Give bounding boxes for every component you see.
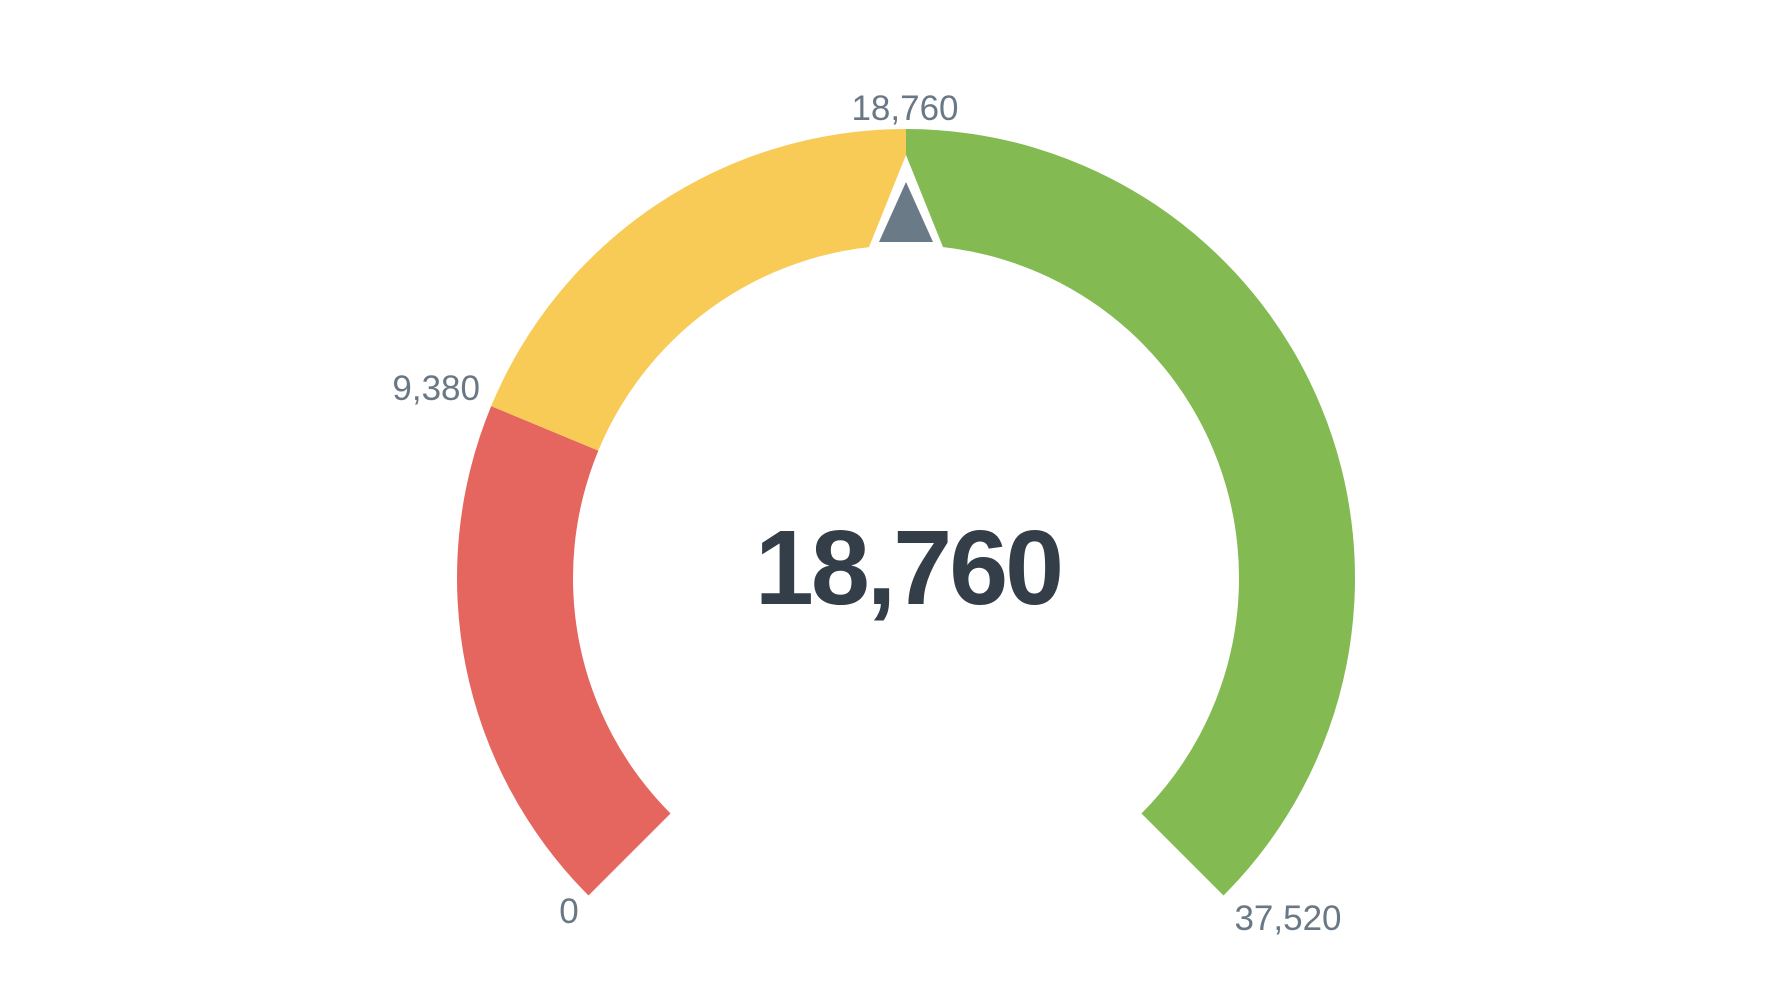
gauge-segment-mid [491,129,906,451]
tick-label-max: 37,520 [1234,899,1341,938]
tick-label-half: 18,760 [851,89,958,128]
gauge-segment-high [906,129,1355,896]
gauge-needle-group [863,155,949,262]
gauge-center-value: 18,760 [755,509,1061,627]
gauge-segment-low [457,406,671,896]
gauge-arc-segments [457,129,1355,896]
tick-label-quarter: 9,380 [392,369,480,408]
gauge-needle-icon [879,182,933,242]
tick-label-min: 0 [559,892,578,931]
